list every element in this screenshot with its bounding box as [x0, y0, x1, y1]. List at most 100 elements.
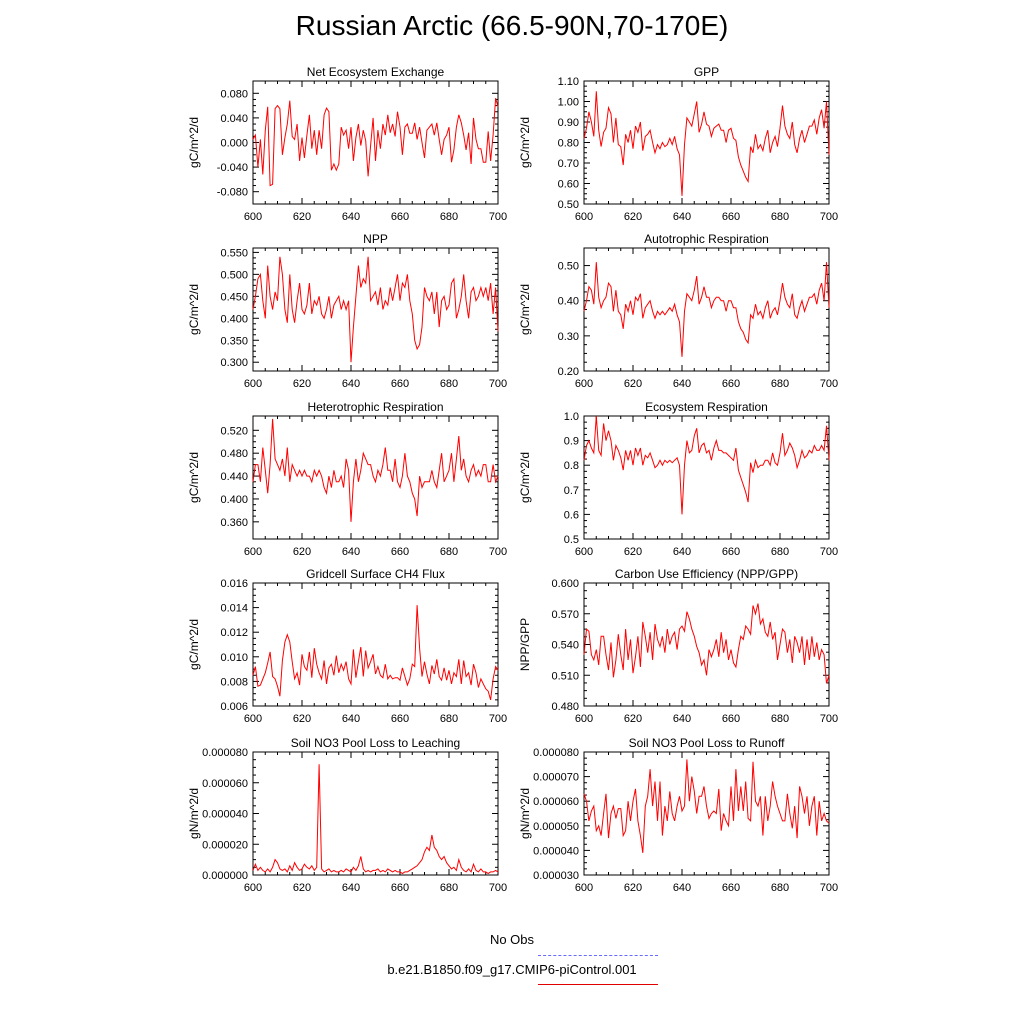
y-tick-label: 0.540 [551, 640, 579, 652]
x-tick-label: 600 [244, 882, 262, 894]
x-tick-label: 700 [489, 882, 507, 894]
x-tick-label: 680 [440, 211, 458, 223]
y-axis-label: gC/m^2/d [187, 117, 201, 168]
x-tick-label: 680 [440, 546, 458, 558]
x-tick-label: 700 [820, 882, 838, 894]
x-tick-label: 660 [722, 211, 740, 223]
panel-4: Autotrophic Respiration gC/m^2/d 600 620 640… [518, 232, 838, 390]
x-tick-label: 680 [771, 882, 789, 894]
panel-title: Ecosystem Respiration [645, 400, 768, 414]
y-tick-label: 0.000060 [533, 796, 579, 808]
y-tick-label: 0.480 [551, 701, 579, 713]
y-tick-label: 0.010 [220, 652, 248, 664]
panel-1: Net Ecosystem Exchange gC/m^2/d 600 620 640 6… [187, 65, 507, 223]
y-tick-label: 1.0 [564, 411, 579, 423]
y-tick-label: 0.510 [551, 670, 579, 682]
legend-run-line [538, 984, 658, 985]
panel-title: Soil NO3 Pool Loss to Leaching [291, 736, 460, 750]
panel-10: Soil NO3 Pool Loss to Runoff gN/m^2/d 600 6… [518, 736, 838, 894]
y-tick-label: 0.90 [558, 117, 579, 129]
x-tick-label: 640 [342, 882, 360, 894]
series-line-1 [583, 262, 830, 357]
y-tick-label: 1.00 [558, 97, 579, 109]
x-tick-label: 640 [673, 211, 691, 223]
x-tick-label: 700 [820, 211, 838, 223]
panel-title: NPP [363, 232, 388, 246]
x-tick-label: 700 [820, 378, 838, 390]
y-axis-label: gC/m^2/d [187, 619, 201, 670]
panel-9: Soil NO3 Pool Loss to Leaching gN/m^2/d 60… [187, 736, 507, 894]
y-tick-label: 0.000020 [202, 839, 248, 851]
x-tick-label: 680 [771, 211, 789, 223]
page-title: Russian Arctic (66.5-90N,70-170E) [295, 10, 729, 41]
y-tick-label: 0.40 [558, 296, 579, 308]
y-tick-label: 0.000070 [533, 772, 579, 784]
x-tick-label: 640 [342, 211, 360, 223]
x-tick-label: 600 [244, 546, 262, 558]
x-tick-label: 700 [489, 713, 507, 725]
panel-title: Carbon Use Efficiency (NPP/GPP) [615, 567, 798, 581]
x-tick-label: 620 [293, 378, 311, 390]
y-tick-label: 0.450 [220, 291, 248, 303]
x-tick-label: 600 [575, 211, 593, 223]
x-tick-label: 620 [293, 211, 311, 223]
x-tick-label: 700 [489, 378, 507, 390]
y-tick-label: 0.360 [220, 517, 248, 529]
x-tick-label: 680 [440, 713, 458, 725]
x-tick-label: 600 [575, 378, 593, 390]
y-tick-label: 0.6 [564, 509, 579, 521]
x-tick-label: 660 [722, 546, 740, 558]
y-tick-label: 0.9 [564, 436, 579, 448]
y-tick-label: 0.006 [220, 701, 248, 713]
y-axis-label: gN/m^2/d [187, 788, 201, 839]
y-axis-label: gN/m^2/d [518, 788, 532, 839]
series-line-1 [252, 764, 499, 875]
y-tick-label: 0.012 [220, 627, 248, 639]
series-line-1 [583, 91, 830, 196]
x-tick-label: 680 [771, 378, 789, 390]
x-tick-label: 620 [624, 211, 642, 223]
y-tick-label: 0.400 [220, 313, 248, 325]
y-tick-label: 0.70 [558, 158, 579, 170]
y-axis-label: gC/m^2/d [187, 452, 201, 503]
y-axis-label: gC/m^2/d [518, 284, 532, 335]
x-tick-label: 640 [342, 378, 360, 390]
y-tick-label: 0.000060 [202, 778, 248, 790]
series-line-1 [252, 418, 499, 522]
panel-title: Autotrophic Respiration [644, 232, 769, 246]
y-tick-label: 0.008 [220, 676, 248, 688]
y-tick-label: 0.000080 [202, 747, 248, 759]
x-tick-label: 620 [293, 546, 311, 558]
y-tick-label: 0.440 [220, 471, 248, 483]
y-tick-label: 0.300 [220, 357, 248, 369]
x-tick-label: 700 [820, 546, 838, 558]
x-tick-label: 640 [673, 882, 691, 894]
panel-title: GPP [694, 65, 719, 79]
y-tick-label: 0.000050 [533, 821, 579, 833]
panel-title: Net Ecosystem Exchange [307, 65, 445, 79]
x-tick-label: 660 [722, 882, 740, 894]
x-tick-label: 600 [244, 378, 262, 390]
x-tick-label: 660 [391, 211, 409, 223]
panel-6: Ecosystem Respiration gC/m^2/d 600 620 640 66… [518, 400, 838, 558]
y-tick-label: 0.480 [220, 448, 248, 460]
series-line-1 [252, 605, 499, 701]
y-tick-label: 0.80 [558, 138, 579, 150]
x-tick-label: 700 [489, 211, 507, 223]
x-tick-label: 620 [624, 882, 642, 894]
y-tick-label: 0.20 [558, 366, 579, 378]
plot-frame [583, 80, 830, 205]
y-tick-label: 0.7 [564, 485, 579, 497]
y-tick-label: 0.8 [564, 460, 579, 472]
y-tick-label: 0.000080 [533, 747, 579, 759]
panel-2: GPP gC/m^2/d 600 620 640 660 680 700 0.50 0.60 0.7… [518, 65, 838, 223]
y-tick-label: 0.570 [551, 609, 579, 621]
y-tick-label: 0.000030 [533, 870, 579, 882]
y-tick-label: 0.30 [558, 331, 579, 343]
y-tick-label: 0.040 [220, 113, 248, 125]
x-tick-label: 600 [244, 211, 262, 223]
x-tick-label: 680 [440, 882, 458, 894]
y-tick-label: 0.400 [220, 494, 248, 506]
plot-frame [583, 415, 830, 540]
legend-run-label: b.e21.B1850.f09_g17.CMIP6-piControl.001 [387, 962, 637, 977]
